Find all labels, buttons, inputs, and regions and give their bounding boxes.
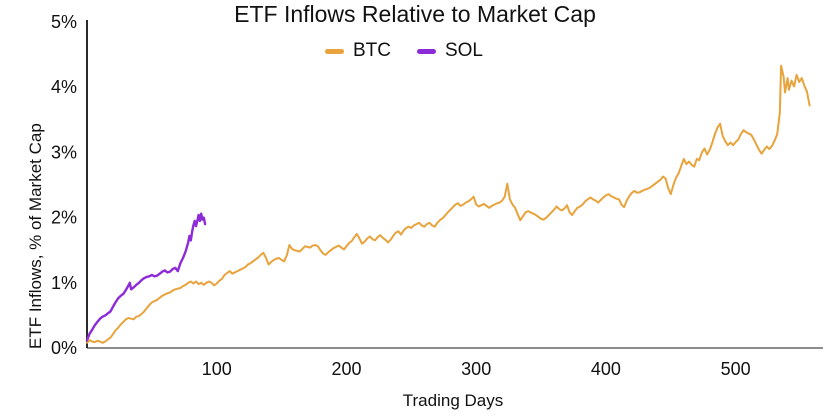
- sol-line-swatch-icon: [416, 48, 436, 54]
- y-tick-label: 2%: [51, 208, 77, 228]
- y-tick-label: 1%: [51, 273, 77, 293]
- y-tick-label: 0%: [51, 338, 77, 358]
- y-tick-label: 4%: [51, 77, 77, 97]
- series-line-sol: [85, 212, 207, 342]
- x-tick-label: 100: [202, 359, 232, 379]
- x-tick-label: 500: [721, 359, 751, 379]
- legend-label-btc: BTC: [352, 40, 391, 61]
- chart-title: ETF Inflows Relative to Market Cap: [234, 1, 596, 27]
- x-tick-label: 300: [461, 359, 491, 379]
- y-tick-label: 3%: [51, 142, 77, 162]
- x-tick-label: 200: [331, 359, 361, 379]
- y-axis-label: ETF Inflows, % of Market Cap: [26, 123, 45, 349]
- x-tick-label: 400: [591, 359, 621, 379]
- x-axis-label: Trading Days: [402, 391, 504, 410]
- chart-legend: BTC SOL: [324, 40, 484, 62]
- btc-line-swatch-icon: [324, 48, 344, 54]
- legend-item-sol: SOL: [416, 40, 484, 62]
- legend-label-sol: SOL: [444, 40, 484, 61]
- legend-item-btc: BTC: [324, 40, 391, 62]
- series-line-btc: [86, 64, 811, 344]
- y-tick-label: 5%: [51, 12, 77, 32]
